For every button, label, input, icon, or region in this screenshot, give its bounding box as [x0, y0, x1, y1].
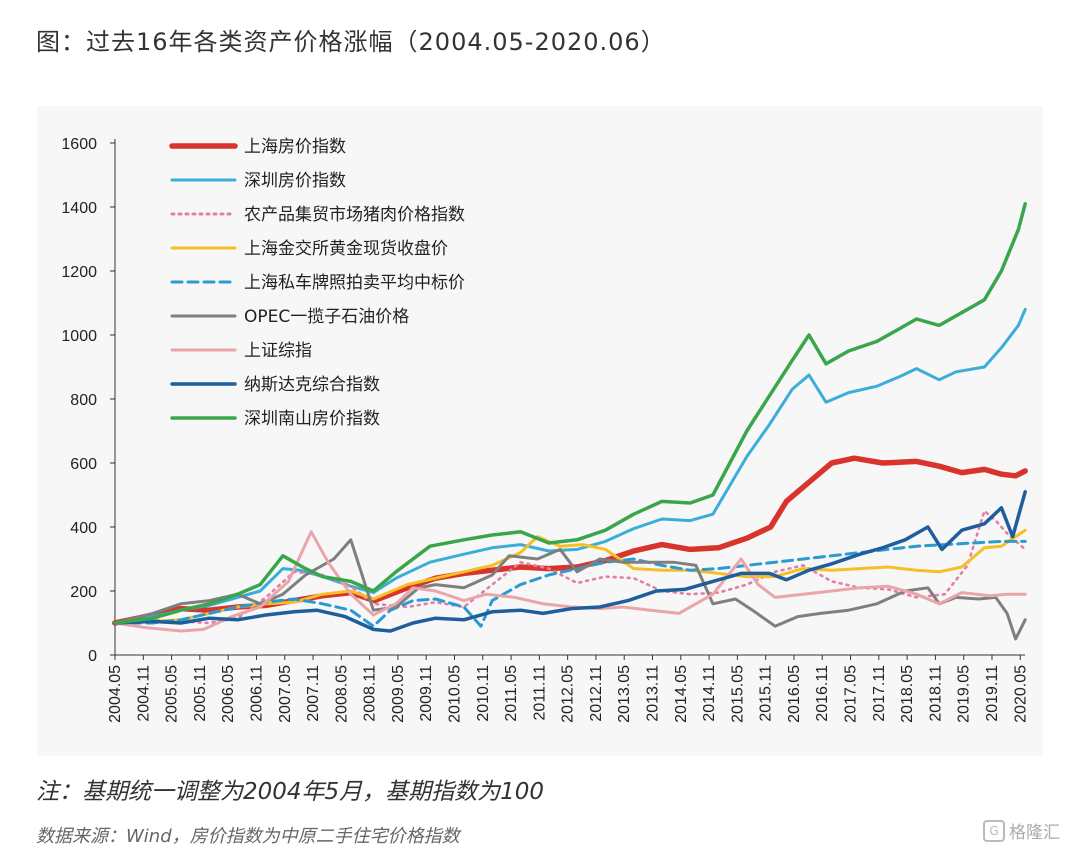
- x-tick-label: 2010.11: [475, 665, 492, 722]
- series-line: [113, 202, 1027, 625]
- x-tick-label: 2014.11: [701, 665, 718, 722]
- chart-area: 0 200 400 600 800 1000 1200 1400 1600 2004.05 2004…: [37, 106, 1043, 756]
- series-line: [113, 538, 1027, 641]
- chart-title: 图：过去16年各类资产价格涨幅（2004.05-2020.06）: [36, 28, 666, 56]
- x-tick-label: 2015.11: [758, 665, 775, 722]
- line-chart: 0 200 400 600 800 1000 1200 1400 1600 2004.05 2004…: [61, 136, 1029, 723]
- x-tick-label: 2007.05: [277, 665, 294, 723]
- x-tick-label: 2016.05: [786, 665, 803, 723]
- x-tick-label: 2006.11: [248, 665, 265, 722]
- x-tick-label: 2019.05: [956, 665, 973, 723]
- x-tick-label: 2017.05: [843, 665, 860, 723]
- series-line: [113, 528, 1027, 625]
- x-tick-label: 2014.05: [673, 665, 690, 723]
- x-tick-label: 2011.11: [531, 665, 548, 721]
- y-tick-label: 400: [70, 520, 97, 537]
- legend-label: 农产品集贸市场猪肉价格指数: [244, 205, 465, 225]
- legend-label: 上海私车牌照拍卖平均中标价: [244, 273, 465, 293]
- legend-label: 上海金交所黄金现货收盘价: [244, 239, 448, 259]
- y-tick-label: 1200: [61, 264, 97, 281]
- x-tick-label: 2020.05: [1012, 665, 1029, 723]
- x-tick-label: 2018.05: [899, 665, 916, 723]
- y-tick-label: 200: [70, 584, 97, 601]
- legend-label: 上海房价指数: [244, 137, 346, 157]
- x-tick-label: 2004.11: [135, 665, 152, 722]
- x-tick-label: 2010.05: [446, 665, 463, 723]
- watermark-text: 格隆汇: [1009, 823, 1060, 843]
- x-tick-label: 2017.11: [871, 665, 888, 722]
- data-source: 数据来源：Wind，房价指数为中原二手住宅价格指数: [36, 826, 460, 847]
- legend-label: 上证综指: [244, 341, 312, 361]
- x-tick-label: 2006.05: [220, 665, 237, 723]
- watermark: G 格隆汇: [983, 818, 1060, 843]
- x-tick-label: 2009.05: [390, 665, 407, 723]
- x-tick-label: 2016.11: [814, 665, 831, 722]
- x-tick-label: 2005.11: [192, 665, 209, 722]
- y-tick-label: 1600: [61, 136, 97, 153]
- series-line: [113, 539, 1027, 628]
- x-tick-label: 2004.05: [107, 665, 124, 723]
- x-tick-label: 2008.05: [333, 665, 350, 723]
- y-tick-label: 600: [70, 456, 97, 473]
- series-line: [113, 490, 1027, 633]
- x-tick-label: 2011.05: [503, 665, 520, 722]
- watermark-logo-icon: G: [983, 819, 1005, 842]
- legend-label: 纳斯达克综合指数: [244, 375, 380, 395]
- y-tick-label: 1400: [61, 200, 97, 217]
- y-tick-label: 0: [88, 648, 97, 665]
- x-tick-label: 2015.05: [729, 665, 746, 723]
- x-tick-label: 2007.11: [305, 665, 322, 722]
- legend-label: 深圳南山房价指数: [244, 409, 380, 429]
- x-tick-label: 2012.11: [588, 665, 605, 722]
- x-tick-label: 2013.05: [616, 665, 633, 723]
- x-tick-label: 2013.11: [645, 665, 662, 722]
- legend-label: 深圳房价指数: [244, 171, 346, 191]
- y-tick-label: 1000: [61, 328, 97, 345]
- x-tick-label: 2012.05: [560, 665, 577, 723]
- x-tick-label: 2005.05: [164, 665, 181, 723]
- x-tick-label: 2009.11: [418, 665, 435, 722]
- x-tick-label: 2019.11: [984, 665, 1001, 722]
- x-tick-label: 2008.11: [362, 665, 379, 722]
- x-tick-label: 2018.11: [927, 665, 944, 722]
- legend-label: OPEC一揽子石油价格: [244, 307, 409, 327]
- chart-note: 注：基期统一调整为2004年5月，基期指数为100: [36, 779, 545, 805]
- series-line: [113, 307, 1027, 625]
- y-tick-label: 800: [70, 392, 97, 409]
- series-line: [113, 509, 1027, 625]
